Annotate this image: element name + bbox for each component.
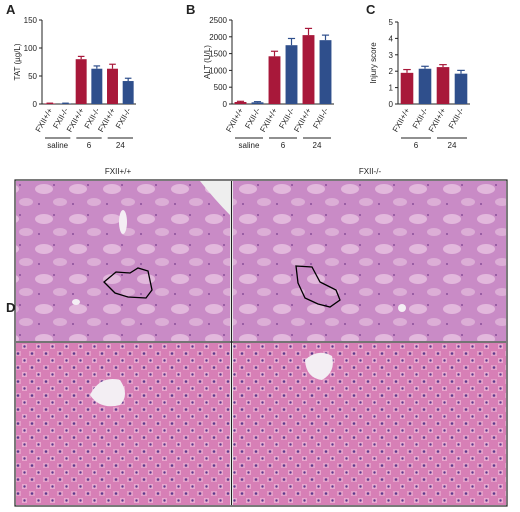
x-tick-label: FXII+/+ [391, 106, 412, 134]
column-title: FXII-/- [359, 167, 382, 176]
bar [454, 73, 468, 104]
y-tick-label: 0 [389, 100, 394, 109]
group-label: 6 [281, 141, 286, 150]
image-ko-high [233, 343, 506, 505]
y-tick-label: 500 [214, 83, 228, 92]
y-axis-label: Injury score [369, 42, 378, 84]
y-tick-label: 150 [24, 16, 38, 25]
bar [122, 81, 134, 104]
x-tick-label: FXII+/+ [427, 106, 448, 134]
vessel [398, 304, 406, 312]
group-label: 6 [414, 141, 419, 150]
bar [234, 101, 247, 104]
bar [91, 68, 103, 104]
y-tick-label: 0 [223, 100, 228, 109]
lesion-outline [295, 265, 341, 308]
bar [436, 67, 450, 104]
group-label: saline [239, 141, 260, 150]
histology [14, 179, 508, 507]
group-label: 24 [313, 141, 322, 150]
y-tick-label: 100 [24, 44, 38, 53]
y-axis-label: TAT (µg/L) [13, 43, 22, 80]
panel-letter: B [186, 2, 195, 17]
vessel [90, 379, 125, 407]
y-tick-label: 0 [33, 100, 38, 109]
y-tick-label: 50 [28, 72, 37, 81]
bar [400, 72, 414, 104]
y-tick-label: 2 [389, 67, 394, 76]
vessel [119, 210, 127, 234]
group-label: saline [47, 141, 68, 150]
group-label: 24 [116, 141, 125, 150]
image-edge [200, 181, 230, 215]
bar [302, 35, 315, 105]
x-tick-label: FXII-/- [447, 106, 466, 130]
bar [75, 59, 87, 104]
bar [107, 68, 118, 104]
bar [268, 56, 281, 104]
y-tick-label: 3 [389, 51, 394, 60]
group-label: 6 [87, 141, 92, 150]
y-tick-label: 4 [389, 34, 394, 43]
x-tick-label: FXII-/- [311, 106, 330, 130]
panel-letter: C [366, 2, 376, 17]
y-axis-label: ALT (U/L) [203, 45, 212, 79]
bar [418, 68, 432, 104]
image-ko-low [233, 181, 506, 341]
x-tick-label: FXII-/- [114, 106, 133, 130]
group-label: 24 [448, 141, 457, 150]
image-wt-low [16, 181, 230, 341]
x-tick-label: FXII+/+ [224, 106, 245, 134]
bar [319, 40, 332, 104]
bar [251, 102, 264, 104]
x-tick-label: FXII+/+ [34, 106, 55, 134]
lesion-outline [103, 267, 153, 299]
y-tick-label: 5 [389, 18, 394, 27]
y-tick-label: 2500 [209, 16, 227, 25]
vessel [305, 352, 333, 380]
x-tick-label: FXII+/+ [292, 106, 313, 134]
panel-letter: D [6, 300, 15, 315]
x-tick-label: FXII+/+ [258, 106, 279, 134]
x-tick-label: FXII-/- [411, 106, 430, 130]
bar [285, 45, 298, 104]
y-tick-label: 2000 [209, 33, 227, 42]
vessel [72, 299, 80, 305]
y-tick-label: 1 [389, 84, 394, 93]
y-tick-label: 1500 [209, 50, 227, 59]
panel-letter: A [6, 2, 16, 17]
image-wt-high [16, 343, 230, 505]
column-title: FXII+/+ [105, 167, 132, 176]
y-tick-label: 1000 [209, 66, 227, 75]
